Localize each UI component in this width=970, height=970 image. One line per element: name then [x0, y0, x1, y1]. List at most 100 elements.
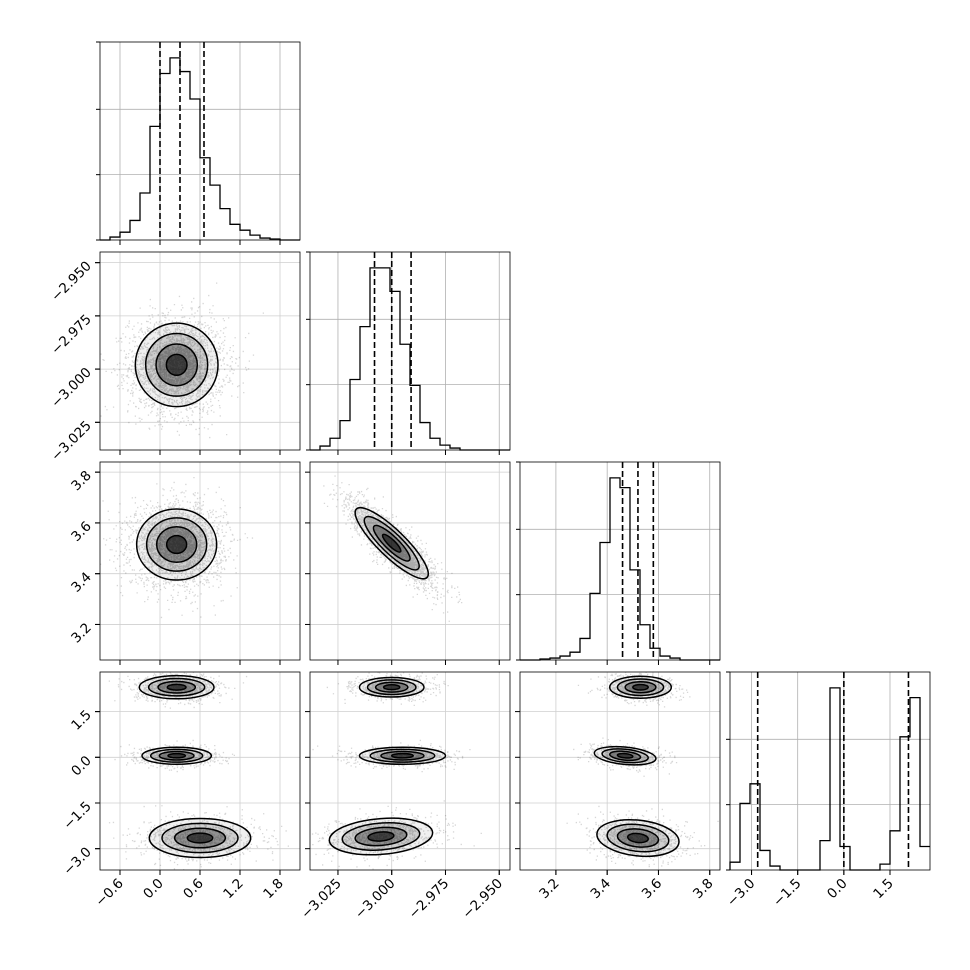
contour-line [616, 678, 665, 697]
density-peak-0 [354, 506, 430, 580]
x-tick-label: 1.8 [260, 876, 287, 903]
histogram-step [100, 57, 300, 241]
scatter-panel-1-3: −3.025 −3.000 −2.975 −2.950 [298, 671, 511, 923]
density-peak-1 [593, 745, 657, 766]
panel-plot-area [520, 672, 720, 870]
y-tick-label: −3.0 [60, 844, 94, 878]
density-fill [382, 534, 401, 553]
density-peak-1 [358, 746, 447, 766]
contour-line [363, 515, 420, 571]
histogram-panel-0 [96, 41, 301, 245]
density-fill [391, 753, 414, 758]
panel-plot-area [310, 672, 510, 870]
contour-line [358, 676, 425, 698]
x-tick-label: −1.5 [770, 876, 804, 910]
density-fill [166, 535, 187, 554]
contour-line [369, 748, 436, 763]
x-tick-label: 3.4 [588, 876, 615, 903]
panel-plot-area [100, 462, 300, 660]
contour-line [145, 517, 208, 572]
scatter-points [566, 672, 719, 868]
density-fill [627, 833, 649, 843]
panel-frame [729, 671, 931, 871]
density-peak-2 [596, 818, 680, 858]
x-tick-label: −2.950 [459, 876, 506, 923]
contour-line [341, 822, 421, 851]
density-fill [166, 354, 188, 376]
histogram-step [520, 477, 720, 661]
x-tick-label: 1.5 [870, 876, 897, 903]
contour-line [134, 322, 219, 408]
contour-line [367, 831, 395, 842]
density-fill [383, 684, 400, 690]
contour-line [144, 332, 209, 397]
panel-frame [519, 461, 721, 661]
contour-line [328, 817, 434, 856]
contour-line [616, 828, 660, 848]
y-tick-label: 3.8 [68, 468, 95, 495]
density-fill [368, 831, 394, 842]
contour-line [601, 748, 649, 764]
contour-line [149, 748, 204, 763]
contour-line [165, 534, 188, 555]
histogram-panel-2 [516, 461, 721, 665]
contour-line [135, 508, 218, 581]
contour-line [165, 353, 188, 377]
scatter-points [100, 282, 264, 439]
histogram-panel-1 [306, 251, 511, 455]
y-tick-label: 3.2 [68, 620, 95, 647]
density-peak-0 [608, 675, 673, 699]
y-tick-label: −1.5 [60, 798, 94, 832]
contour-line [155, 525, 198, 564]
contour-line [606, 823, 670, 853]
panel-frame [309, 461, 511, 661]
contour-line [596, 818, 680, 858]
y-tick-label: −3.025 [48, 418, 95, 465]
density-peak-1 [141, 746, 213, 766]
x-tick-label: −3.025 [298, 876, 345, 923]
x-tick-label: 0.0 [824, 876, 851, 903]
contour-line [382, 684, 401, 691]
y-tick-label: 0.0 [68, 753, 95, 780]
histogram-panel-3: −3.0 −1.5 0.0 1.5 [724, 671, 931, 910]
panel-frame [519, 671, 721, 871]
density-fill [168, 753, 186, 758]
x-tick-label: 3.6 [639, 876, 666, 903]
panel-frame [309, 251, 511, 451]
scatter-panel-2-3: 3.2 3.4 3.6 3.8 [515, 671, 721, 903]
contour-line [380, 750, 425, 761]
contour-line [626, 832, 649, 844]
y-tick-label: −2.950 [48, 258, 95, 305]
x-tick-label: 0.0 [140, 876, 167, 903]
y-tick-label: 1.5 [68, 707, 95, 734]
density-peak-2 [328, 817, 434, 856]
contour-line [381, 533, 402, 553]
contour-line [372, 524, 411, 562]
y-tick-label: −3.000 [48, 365, 95, 412]
scatter-panel-0-1: −3.025 −3.000 −2.975 −2.950 [48, 251, 301, 465]
contour-line [390, 752, 414, 759]
density-peak-0 [134, 322, 219, 408]
contour-line [157, 680, 197, 694]
y-tick-label: 3.6 [68, 518, 95, 545]
contour-line [158, 750, 195, 761]
contour-line [608, 675, 673, 699]
contour-line [593, 745, 657, 766]
contour-line [374, 681, 409, 693]
x-tick-label: −2.975 [406, 876, 453, 923]
contour-line [354, 506, 430, 580]
contour-line [141, 746, 213, 766]
panel-plot-area [310, 462, 510, 660]
contour-line [167, 752, 187, 759]
contour-line [358, 746, 447, 766]
y-tick-label: −2.975 [48, 311, 95, 358]
density-fill [187, 833, 213, 843]
x-tick-label: 0.6 [180, 876, 207, 903]
contour-line [166, 683, 187, 691]
contour-line [632, 683, 649, 691]
contour-line [173, 827, 227, 849]
contour-line [354, 826, 408, 847]
x-tick-label: 3.2 [536, 876, 563, 903]
x-tick-label: −0.6 [92, 876, 126, 910]
x-tick-label: −3.0 [724, 876, 758, 910]
